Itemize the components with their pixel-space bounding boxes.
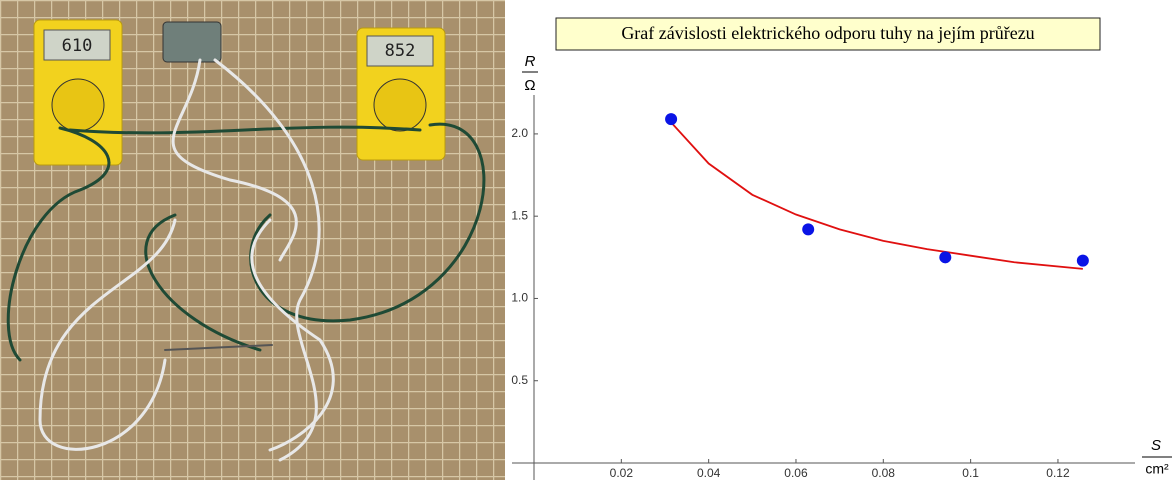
meter-reading: 852: [385, 41, 416, 61]
y-tick-label: 1.0: [511, 291, 528, 305]
y-tick-label: 0.5: [511, 373, 528, 387]
x-tick-label: 0.1: [962, 466, 979, 480]
chart-title: Graf závislosti elektrického odporu tuhy…: [621, 23, 1034, 43]
y-tick-label: 1.5: [511, 208, 528, 222]
x-tick-label: 0.04: [697, 466, 721, 480]
x-tick-label: 0.08: [872, 466, 896, 480]
data-point: [939, 251, 951, 263]
photo: 610 852: [0, 0, 505, 480]
data-point: [665, 113, 677, 125]
x-axis-label: cm²: [1145, 461, 1169, 477]
y-axis-label: Ω: [524, 77, 535, 94]
fit-curve: [671, 122, 1083, 268]
y-tick-label: 2.0: [511, 126, 528, 140]
data-point: [802, 223, 814, 235]
data-point: [1077, 255, 1089, 267]
x-tick-label: 0.02: [610, 466, 634, 480]
x-axis-label: S: [1151, 437, 1161, 454]
page: 610 852 Graf závislosti elektrického odp…: [0, 0, 1176, 480]
y-axis-label: R: [525, 53, 536, 70]
x-tick-label: 0.06: [784, 466, 808, 480]
meter-reading: 610: [62, 36, 93, 56]
x-tick-label: 0.12: [1046, 466, 1070, 480]
